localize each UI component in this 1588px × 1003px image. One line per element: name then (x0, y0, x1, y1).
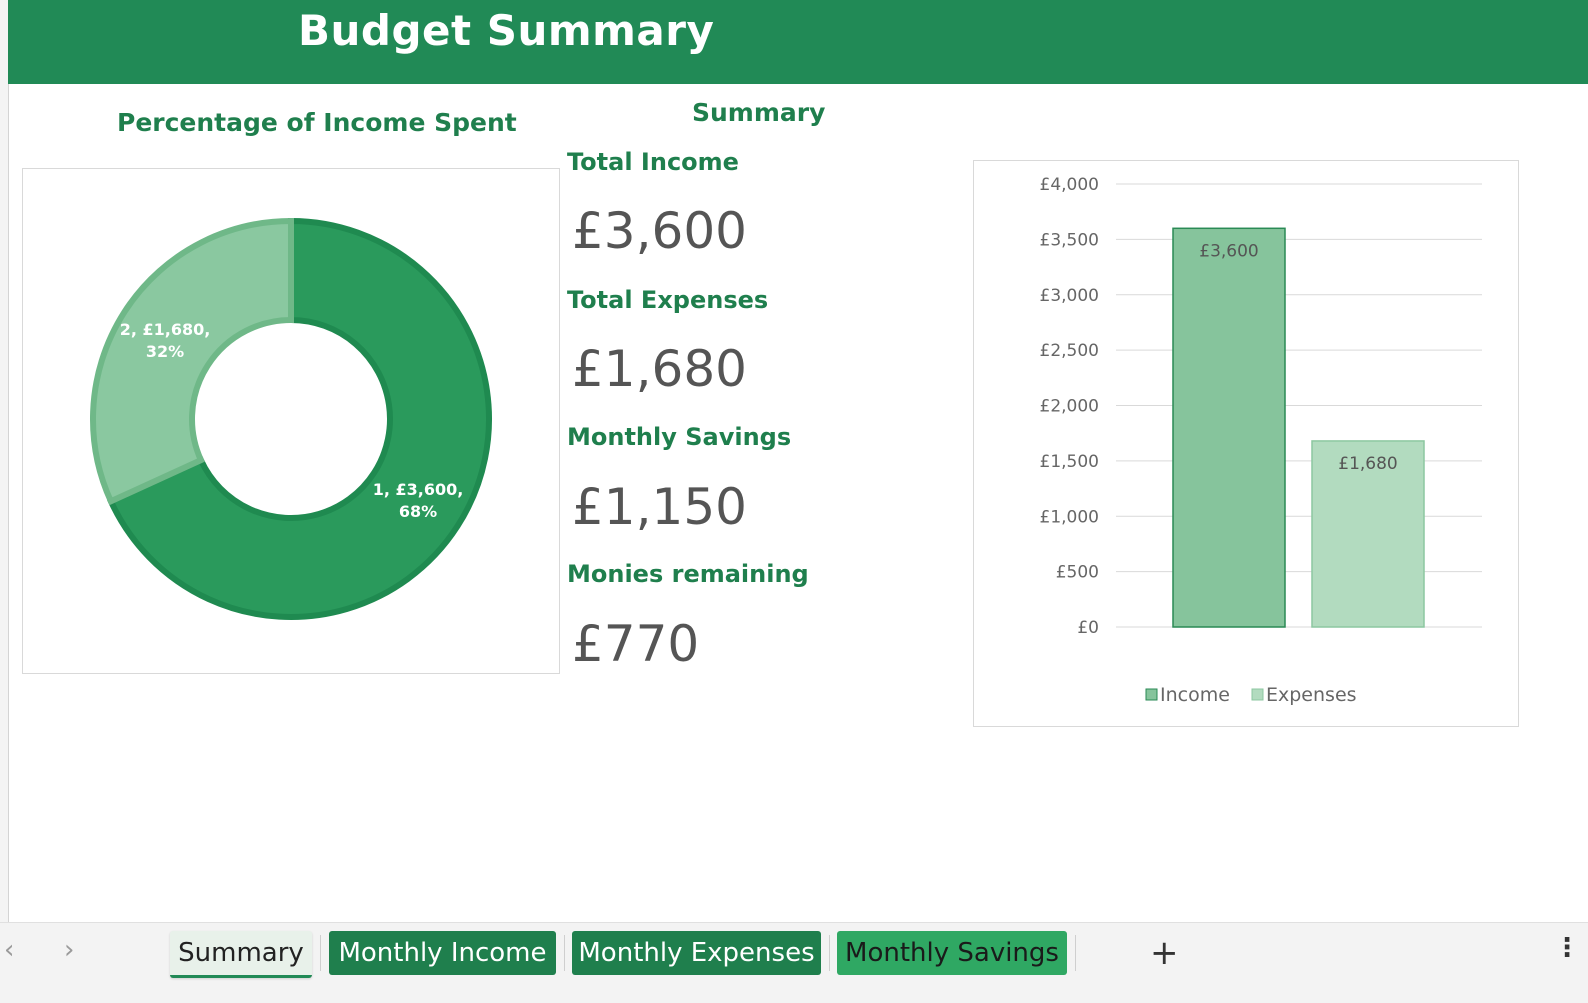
monies-remaining-label: Monies remaining (567, 560, 809, 588)
tab-monthly-savings[interactable]: Monthly Savings (837, 931, 1067, 975)
bar-data-label: £3,600 (1199, 241, 1258, 261)
pie-chart-title: Percentage of Income Spent (117, 108, 517, 137)
legend-label: Income (1160, 684, 1230, 706)
y-tick-label: £500 (1056, 563, 1099, 583)
y-tick-label: £3,000 (1040, 286, 1099, 306)
total-expenses-value[interactable]: £1,680 (572, 340, 747, 398)
y-tick-label: £1,000 (1040, 507, 1099, 527)
bar-income[interactable] (1172, 227, 1286, 628)
tab-summary[interactable]: Summary (170, 931, 312, 978)
y-tick-label: £0 (1077, 618, 1099, 638)
total-income-label: Total Income (567, 148, 739, 176)
bar-chart-svg: £0 £500 £1,000 £1,500 £2,000 £2,500 £3,000 £3,5… (1040, 175, 1482, 706)
bar-chart[interactable]: £0 £500 £1,000 £1,500 £2,000 £2,500 £3,000 £3,5… (973, 160, 1519, 727)
add-sheet-icon[interactable]: + (1150, 933, 1179, 973)
pie-chart[interactable]: 1, £3,600, 68% 2, £1,680, 32% (22, 168, 560, 674)
y-tick-label: £2,500 (1040, 341, 1099, 361)
monthly-savings-value[interactable]: £1,150 (572, 478, 747, 536)
monthly-savings-label: Monthly Savings (567, 423, 792, 451)
total-expenses-label: Total Expenses (567, 286, 769, 314)
row-header-strip (0, 0, 9, 932)
tab-divider (829, 935, 830, 971)
y-tick-label: £2,000 (1040, 397, 1099, 417)
chevron-right-icon[interactable]: › (64, 935, 75, 965)
tab-divider (564, 935, 565, 971)
header-banner: Budget Summary (8, 0, 1588, 84)
legend-swatch (1145, 688, 1158, 701)
summary-title: Summary (692, 98, 826, 127)
total-income-value[interactable]: £3,600 (572, 202, 747, 260)
tab-divider (320, 935, 321, 971)
legend-swatch (1251, 688, 1264, 701)
page-title: Budget Summary (298, 6, 715, 55)
pie-chart-svg (90, 217, 492, 620)
tab-monthly-expenses[interactable]: Monthly Expenses (572, 931, 821, 975)
more-options-icon[interactable]: ⋮ (1554, 933, 1580, 963)
y-tick-label: £3,500 (1040, 230, 1099, 250)
bar-data-label: £1,680 (1338, 454, 1397, 474)
y-tick-label: £1,500 (1040, 452, 1099, 472)
pie-slice-1[interactable] (106, 217, 492, 620)
bar-expenses[interactable] (1311, 440, 1425, 628)
y-tick-label: £4,000 (1040, 175, 1099, 195)
pie-slice-2[interactable] (90, 217, 294, 506)
pie-data-label-income: 1, £3,600, 68% (372, 480, 464, 521)
chevron-left-icon[interactable]: ‹ (4, 935, 15, 965)
tab-divider (1075, 935, 1076, 971)
tab-monthly-income[interactable]: Monthly Income (329, 931, 556, 975)
monies-remaining-value[interactable]: £770 (572, 615, 700, 673)
pie-data-label-expenses: 2, £1,680, 32% (119, 320, 211, 361)
legend-label: Expenses (1266, 684, 1357, 706)
sheet-tab-bar: ‹ › Summary Monthly Income Monthly Expen… (0, 922, 1588, 1003)
